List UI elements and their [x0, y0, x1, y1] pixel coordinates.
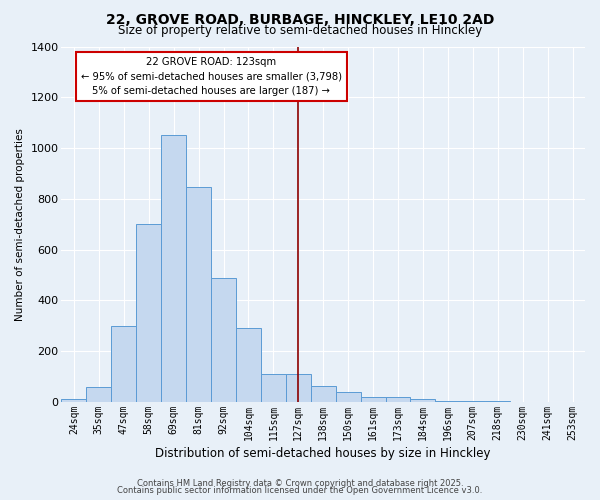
Bar [86, 387, 112, 402]
Bar [236, 328, 261, 402]
X-axis label: Distribution of semi-detached houses by size in Hinckley: Distribution of semi-detached houses by … [155, 447, 491, 460]
Bar [211, 278, 236, 402]
Bar [460, 401, 485, 402]
Bar [311, 386, 335, 402]
Bar [485, 401, 510, 402]
Bar [261, 374, 286, 402]
Y-axis label: Number of semi-detached properties: Number of semi-detached properties [15, 128, 25, 320]
Text: Size of property relative to semi-detached houses in Hinckley: Size of property relative to semi-detach… [118, 24, 482, 37]
Bar [161, 136, 186, 402]
Bar [61, 400, 86, 402]
Text: Contains public sector information licensed under the Open Government Licence v3: Contains public sector information licen… [118, 486, 482, 495]
Bar [112, 326, 136, 402]
Bar [335, 392, 361, 402]
Bar [136, 224, 161, 402]
Bar [410, 398, 436, 402]
Bar [286, 374, 311, 402]
Bar [386, 397, 410, 402]
Text: Contains HM Land Registry data © Crown copyright and database right 2025.: Contains HM Land Registry data © Crown c… [137, 478, 463, 488]
Bar [361, 397, 386, 402]
Bar [186, 188, 211, 402]
Text: 22 GROVE ROAD: 123sqm
← 95% of semi-detached houses are smaller (3,798)
5% of se: 22 GROVE ROAD: 123sqm ← 95% of semi-deta… [80, 56, 341, 96]
Text: 22, GROVE ROAD, BURBAGE, HINCKLEY, LE10 2AD: 22, GROVE ROAD, BURBAGE, HINCKLEY, LE10 … [106, 12, 494, 26]
Bar [436, 401, 460, 402]
